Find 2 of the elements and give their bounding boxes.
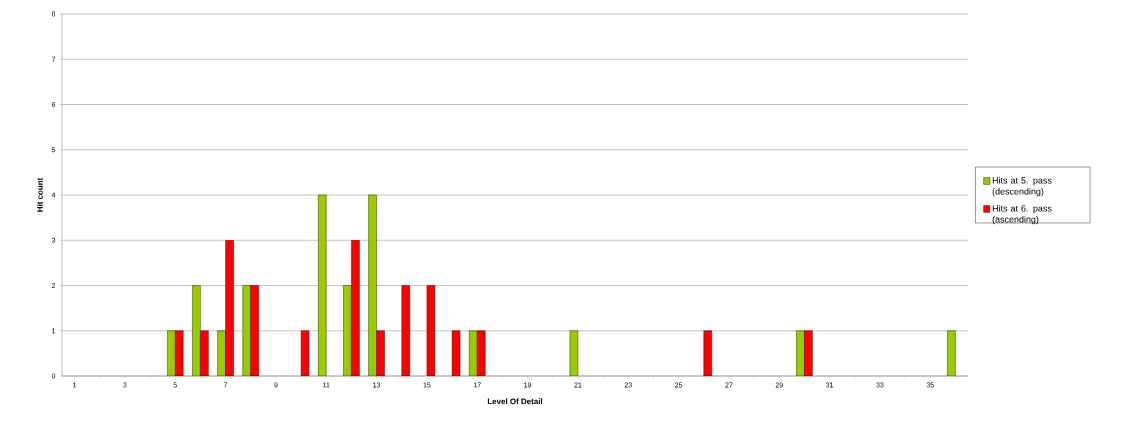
legend-label: Hits at 6. pass (ascending) — [992, 204, 1052, 225]
legend-label: Hits at 5. pass (descending) — [992, 177, 1052, 197]
